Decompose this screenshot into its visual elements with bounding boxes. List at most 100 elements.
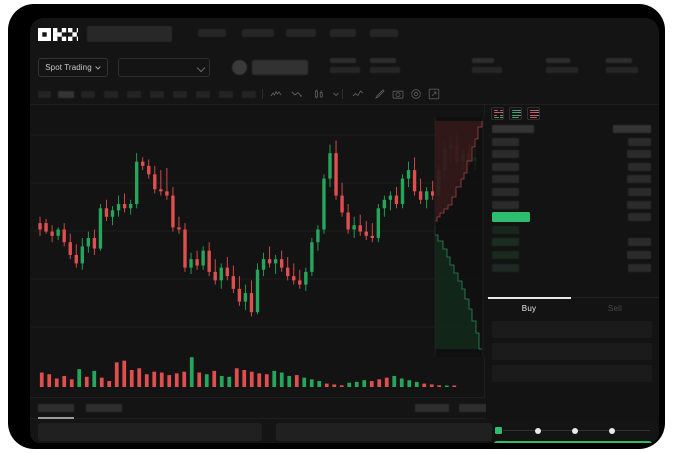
tab-sell[interactable]: Sell xyxy=(607,304,623,313)
orderbook-bid-row[interactable] xyxy=(486,262,659,275)
stat-24h-change-value xyxy=(370,67,400,73)
bid-price xyxy=(492,263,519,272)
indicator-icon[interactable] xyxy=(270,88,282,100)
interval-button-9[interactable] xyxy=(242,91,256,98)
search-input[interactable] xyxy=(87,26,172,42)
nav-item-2[interactable] xyxy=(242,29,274,37)
nav-item-3[interactable] xyxy=(286,29,316,37)
orderbook-ask-row[interactable] xyxy=(486,186,659,199)
interval-button-1[interactable] xyxy=(58,91,74,98)
toolbar-divider xyxy=(342,89,343,99)
order-type-field[interactable] xyxy=(492,321,652,338)
interval-button-3[interactable] xyxy=(104,91,118,98)
mode-bar xyxy=(499,117,503,119)
price-field[interactable] xyxy=(492,343,652,360)
stat-24h-low-label xyxy=(546,58,570,63)
ask-price xyxy=(492,175,519,184)
slider-mark-25[interactable] xyxy=(535,427,541,434)
action-cancel-all[interactable] xyxy=(459,404,493,412)
app-screen: Spot Trading xyxy=(30,18,659,443)
stat-24h-change-label xyxy=(370,58,396,63)
stat-24h-high-label xyxy=(472,58,494,63)
candlestick-type-icon[interactable] xyxy=(313,88,325,100)
pair-name-label xyxy=(252,60,308,75)
orderbook-ask-row[interactable] xyxy=(486,161,659,174)
orderbook-ask-row[interactable] xyxy=(486,199,659,212)
orderbook-bid-row[interactable] xyxy=(486,249,659,262)
fullscreen-icon[interactable] xyxy=(428,88,440,100)
drawing-tools-icon[interactable] xyxy=(374,88,386,100)
ask-price xyxy=(492,200,519,209)
nav-item-1[interactable] xyxy=(198,29,226,37)
ask-price xyxy=(492,137,519,146)
mode-bar xyxy=(499,114,503,116)
spot-trading-dropdown[interactable]: Spot Trading xyxy=(38,58,108,77)
orderbook-bid-row[interactable] xyxy=(486,224,659,237)
ob-mode-asks[interactable] xyxy=(527,107,540,120)
chevron-down-icon xyxy=(196,63,206,73)
bid-amount xyxy=(628,263,651,272)
ask-amount xyxy=(628,187,651,196)
trading-pair-select[interactable] xyxy=(118,58,210,77)
candlestick-series xyxy=(38,134,477,317)
stat-24h-volume xyxy=(606,58,638,73)
depth-chart-overlay xyxy=(434,117,485,357)
interval-button-7[interactable] xyxy=(196,91,210,98)
ask-amount xyxy=(627,200,651,209)
bid-amount xyxy=(628,238,651,247)
line-chart-icon[interactable] xyxy=(352,88,364,100)
okx-logo-icon[interactable] xyxy=(38,28,78,41)
tab-buy[interactable]: Buy xyxy=(521,304,537,313)
slider-handle[interactable] xyxy=(494,426,503,435)
interval-button-5[interactable] xyxy=(150,91,164,98)
interval-button-2[interactable] xyxy=(81,91,95,98)
amount-percentage-slider[interactable] xyxy=(494,426,652,436)
slider-mark-75[interactable] xyxy=(609,427,615,434)
spot-trading-label: Spot Trading xyxy=(45,63,92,72)
stat-last-price-value xyxy=(330,67,360,73)
ask-price xyxy=(492,187,519,196)
camera-icon[interactable] xyxy=(392,88,404,100)
orderbook-header-amount xyxy=(613,125,651,133)
action-hide-other-pairs[interactable] xyxy=(415,404,449,412)
compare-icon[interactable] xyxy=(291,88,303,100)
interval-button-0[interactable] xyxy=(38,91,51,98)
chevron-down-icon[interactable] xyxy=(330,88,342,100)
settings-icon[interactable] xyxy=(410,88,422,100)
orderbook-ask-row[interactable] xyxy=(486,136,659,149)
last-price-amount xyxy=(628,213,651,222)
stat-24h-low xyxy=(546,58,578,73)
mode-bar xyxy=(512,109,519,111)
orderbook-ask-row[interactable] xyxy=(486,148,659,161)
mode-bar xyxy=(499,112,503,114)
chart-toolbar xyxy=(30,84,659,105)
ob-mode-both[interactable] xyxy=(491,107,504,120)
slider-mark-50[interactable] xyxy=(572,427,578,434)
tab-open-orders[interactable] xyxy=(38,404,74,412)
orderbook-view-modes xyxy=(491,107,540,120)
active-tab-indicator xyxy=(38,417,74,419)
interval-button-8[interactable] xyxy=(219,91,233,98)
interval-button-4[interactable] xyxy=(127,91,141,98)
orderbook-ask-row[interactable] xyxy=(486,173,659,186)
candlestick-chart-panel[interactable] xyxy=(30,105,485,397)
volume-histogram xyxy=(39,357,457,387)
stat-24h-high xyxy=(472,58,502,73)
orderbook-last-price-row[interactable] xyxy=(486,211,659,224)
nav-item-4[interactable] xyxy=(330,29,356,37)
tab-order-history[interactable] xyxy=(86,404,122,412)
amount-field[interactable] xyxy=(492,365,652,382)
orderbook-bid-row[interactable] xyxy=(486,236,659,249)
toolbar-divider xyxy=(262,89,263,99)
mode-bar xyxy=(535,109,539,111)
nav-item-5[interactable] xyxy=(370,29,398,37)
stat-last-price-label xyxy=(330,58,356,63)
ask-amount xyxy=(627,150,651,159)
bottom-panel-positions[interactable] xyxy=(276,423,492,441)
interval-button-6[interactable] xyxy=(173,91,187,98)
mode-bar xyxy=(530,112,537,114)
bid-price xyxy=(492,238,519,247)
place-buy-order-button[interactable] xyxy=(494,441,652,443)
ob-mode-bids[interactable] xyxy=(509,107,522,120)
bottom-panel-assets[interactable] xyxy=(38,423,262,441)
